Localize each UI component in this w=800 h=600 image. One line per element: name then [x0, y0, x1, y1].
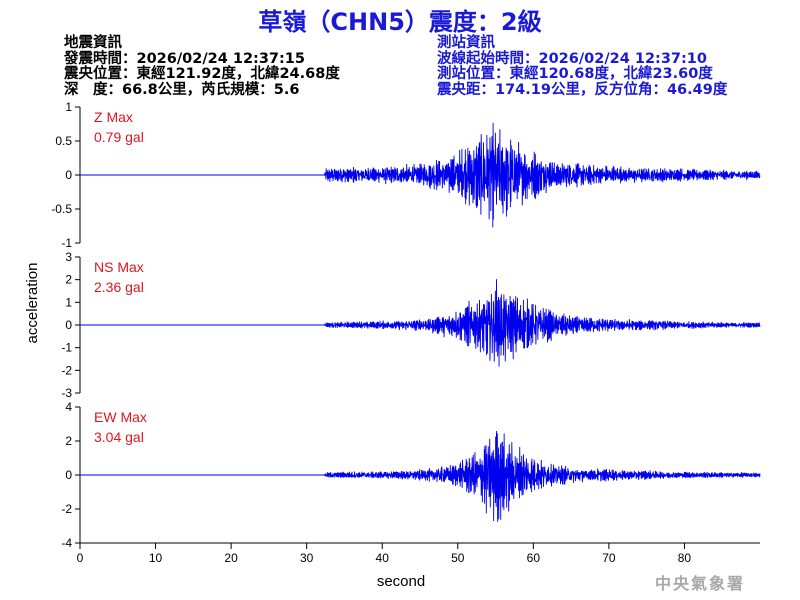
x-tick-label: 70 — [602, 551, 616, 565]
chart-title: 草嶺（CHN5）震度：2級 — [258, 8, 542, 36]
max-value-ns: 2.36 gal — [94, 279, 144, 295]
station-info: 測站資訊 波線起始時間：2026/02/24 12:37:10 測站位置：東經1… — [437, 35, 728, 98]
x-tick-label: 10 — [149, 551, 163, 565]
station-location: 測站位置：東經120.68度，北緯23.60度 — [437, 66, 713, 82]
earthquake-info-heading: 地震資訊 — [64, 35, 122, 51]
y-tick-label: -0.5 — [51, 202, 72, 216]
y-tick-label: -1 — [61, 341, 72, 355]
y-tick-label: -4 — [61, 536, 72, 550]
distance-azimuth: 震央距：174.19公里，反方位角：46.49度 — [437, 81, 728, 98]
x-tick-label: 80 — [678, 551, 692, 565]
x-axis-label: second — [377, 573, 425, 590]
y-tick-label: -3 — [61, 386, 72, 400]
y-tick-label: 2 — [65, 434, 72, 448]
y-tick-label: 3 — [65, 250, 72, 264]
waveform-trace-ns — [80, 279, 761, 367]
y-tick-label: 4 — [65, 400, 72, 414]
x-tick-label: 20 — [224, 551, 238, 565]
y-tick-label: -2 — [61, 363, 72, 377]
y-tick-label: -2 — [61, 502, 72, 516]
max-label-ns: NS Max — [94, 259, 144, 275]
y-tick-label: 0 — [65, 468, 72, 482]
origin-time: 發震時間：2026/02/24 12:37:15 — [64, 50, 305, 67]
y-tick-label: -1 — [61, 236, 72, 250]
station-info-heading: 測站資訊 — [437, 35, 495, 51]
earthquake-info: 地震資訊 發震時間：2026/02/24 12:37:15 震央位置：東經121… — [64, 35, 340, 98]
waveform-trace-ew — [80, 431, 761, 522]
y-axis-label: acceleration — [24, 263, 41, 344]
waveform-trace-z — [80, 122, 761, 228]
x-tick-label: 40 — [376, 551, 390, 565]
wave-start-time: 波線起始時間：2026/02/24 12:37:10 — [437, 50, 707, 67]
y-tick-label: 1 — [65, 295, 72, 309]
y-tick-label: 0.5 — [55, 134, 72, 148]
y-tick-label: 1 — [65, 100, 72, 114]
y-tick-label: 2 — [65, 273, 72, 287]
y-tick-label: 0 — [65, 318, 72, 332]
x-tick-label: 60 — [527, 551, 541, 565]
watermark-text: 中央氣象署 — [655, 574, 746, 593]
epicenter-location: 震央位置：東經121.92度，北緯24.68度 — [64, 66, 340, 82]
x-tick-label: 0 — [77, 551, 84, 565]
x-tick-label: 50 — [451, 551, 465, 565]
depth-magnitude: 深 度：66.8公里，芮氏規模：5.6 — [64, 81, 300, 98]
max-value-ew: 3.04 gal — [94, 429, 144, 445]
max-label-z: Z Max — [94, 109, 133, 125]
max-value-z: 0.79 gal — [94, 129, 144, 145]
max-label-ew: EW Max — [94, 409, 147, 425]
x-tick-label: 30 — [300, 551, 314, 565]
y-tick-label: 0 — [65, 168, 72, 182]
